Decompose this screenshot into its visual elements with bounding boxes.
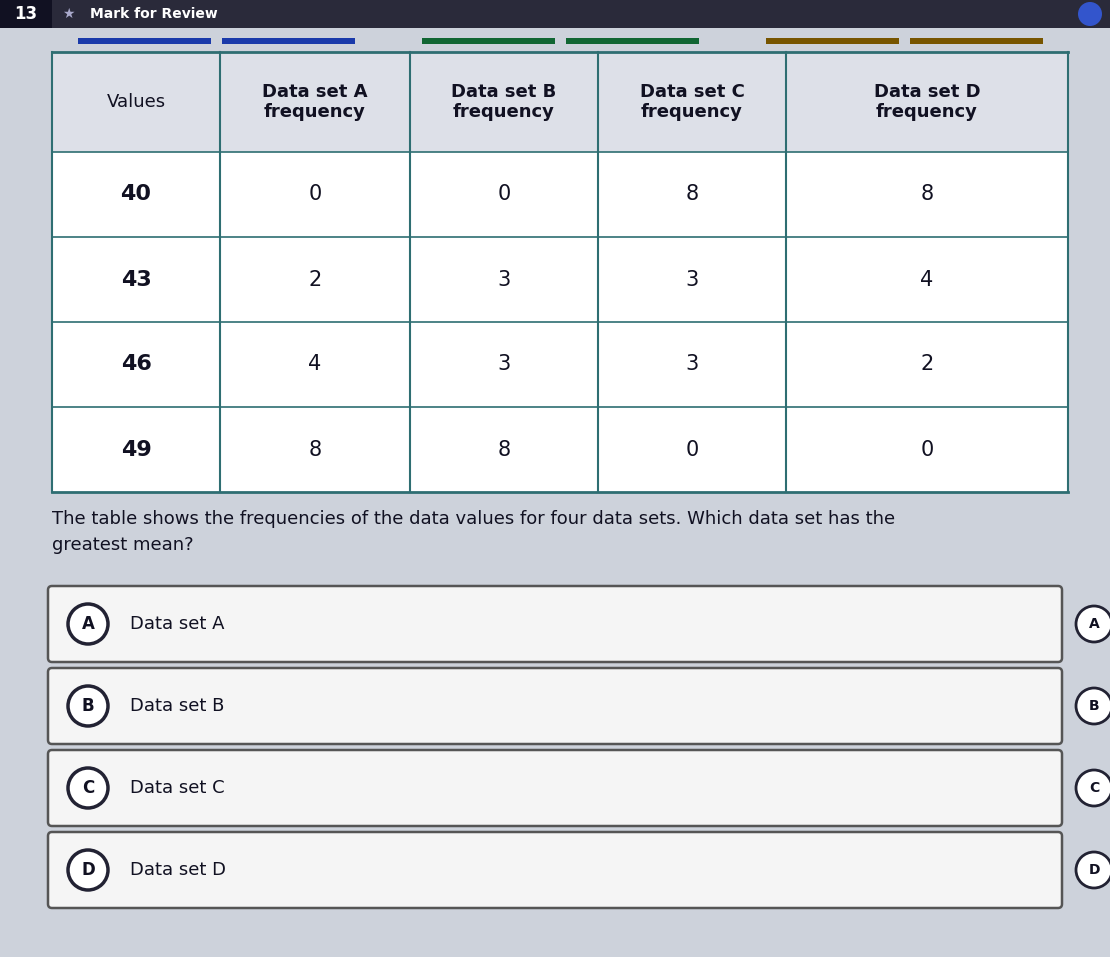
Text: Data set D
frequency: Data set D frequency [874, 82, 980, 122]
Text: 0: 0 [309, 185, 322, 205]
Circle shape [68, 604, 108, 644]
Circle shape [1076, 606, 1110, 642]
Bar [52, 52, 1068, 492]
FancyBboxPatch shape [48, 586, 1062, 662]
Text: Data set B: Data set B [130, 697, 224, 715]
Text: Mark for Review: Mark for Review [90, 7, 218, 21]
Text: 2: 2 [920, 354, 934, 374]
Text: D: D [81, 861, 94, 879]
Bar [0, 0, 1110, 28]
Text: 4: 4 [309, 354, 322, 374]
Text: B: B [82, 697, 94, 715]
Text: A: A [1089, 617, 1099, 631]
Text: 3: 3 [497, 354, 511, 374]
Text: A: A [81, 615, 94, 633]
Text: 3: 3 [497, 270, 511, 290]
Text: Values: Values [107, 93, 165, 111]
Text: C: C [1089, 781, 1099, 795]
Text: Data set B
frequency: Data set B frequency [452, 82, 556, 122]
Text: 2: 2 [309, 270, 322, 290]
Bar [422, 38, 555, 44]
Text: 0: 0 [920, 439, 934, 459]
Text: Data set C: Data set C [130, 779, 224, 797]
Bar [766, 38, 899, 44]
Circle shape [68, 686, 108, 726]
Bar [52, 52, 1068, 152]
Bar [0, 0, 52, 28]
Text: 8: 8 [497, 439, 511, 459]
Bar [566, 38, 699, 44]
Text: Data set A: Data set A [130, 615, 224, 633]
Text: Data set C
frequency: Data set C frequency [639, 82, 745, 122]
Text: 0: 0 [685, 439, 698, 459]
Text: C: C [82, 779, 94, 797]
Text: 46: 46 [121, 354, 151, 374]
FancyBboxPatch shape [48, 668, 1062, 744]
Text: Data set D: Data set D [130, 861, 226, 879]
Circle shape [1076, 688, 1110, 724]
Text: Data set A
frequency: Data set A frequency [262, 82, 367, 122]
Text: 3: 3 [685, 270, 698, 290]
Text: 4: 4 [920, 270, 934, 290]
Text: The table shows the frequencies of the data values for four data sets. Which dat: The table shows the frequencies of the d… [52, 510, 895, 554]
Circle shape [68, 768, 108, 808]
Text: 8: 8 [309, 439, 322, 459]
Text: 40: 40 [121, 185, 151, 205]
Circle shape [1076, 852, 1110, 888]
Text: ★: ★ [62, 7, 74, 21]
Text: 3: 3 [685, 354, 698, 374]
FancyBboxPatch shape [48, 750, 1062, 826]
Text: 8: 8 [686, 185, 698, 205]
Bar [78, 38, 211, 44]
Text: 8: 8 [920, 185, 934, 205]
Circle shape [68, 850, 108, 890]
Circle shape [1076, 770, 1110, 806]
Bar [222, 38, 355, 44]
FancyBboxPatch shape [48, 832, 1062, 908]
Text: 43: 43 [121, 270, 151, 290]
Text: 13: 13 [14, 5, 38, 23]
Bar [910, 38, 1043, 44]
Text: B: B [1089, 699, 1099, 713]
Text: D: D [1088, 863, 1100, 877]
Text: 49: 49 [121, 439, 151, 459]
Circle shape [1078, 2, 1102, 26]
Text: 0: 0 [497, 185, 511, 205]
